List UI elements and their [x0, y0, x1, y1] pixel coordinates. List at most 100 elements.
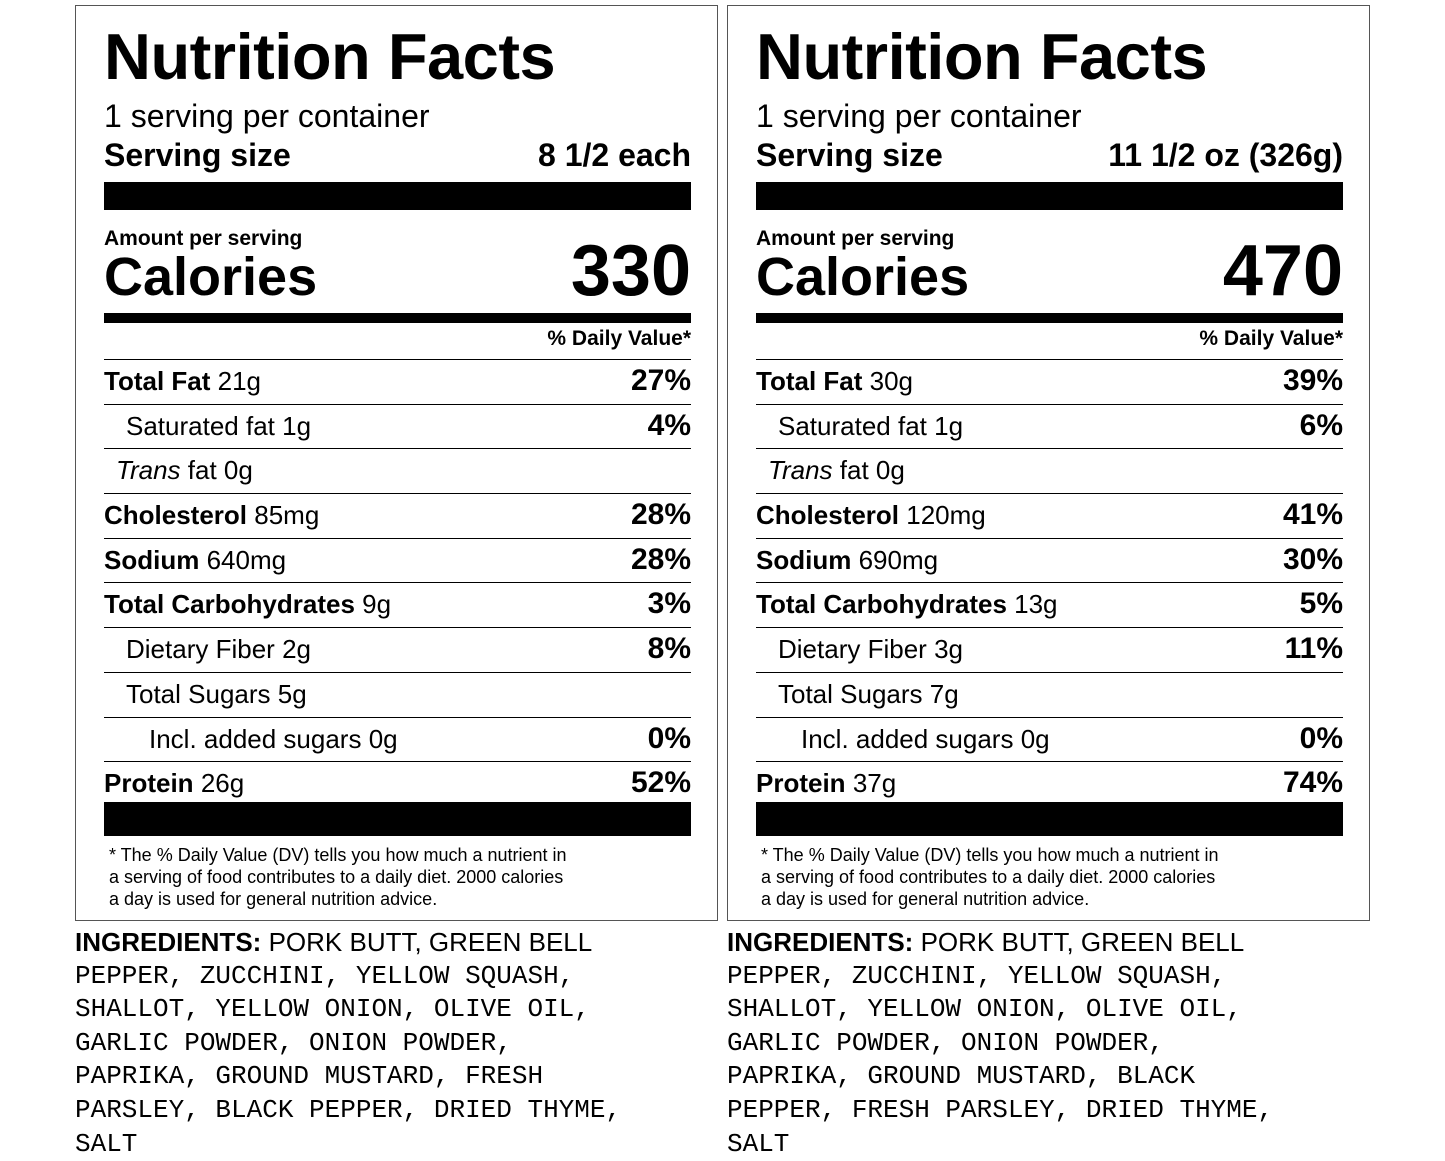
nutrient-dv: 39% — [1282, 364, 1343, 397]
nutrient-name: Total Sugars — [778, 678, 923, 709]
ingredients-line: PORK BUTT, GREEN BELL — [913, 927, 1245, 957]
serving-size-value: 8 1/2 each — [538, 137, 691, 173]
ingredients-label: INGREDIENTS: — [75, 927, 262, 957]
nutrient-dv: 52% — [630, 766, 691, 800]
nutrient-name: Protein — [756, 768, 846, 799]
nutrition-facts-label: Nutrition Facts 1 serving per container … — [75, 5, 718, 921]
nutrient-dv: 0% — [647, 721, 691, 755]
calories-label: Calories — [756, 247, 970, 307]
divider-thick — [756, 182, 1343, 210]
nutrient-row-sodium: Sodium 690mg 30% — [756, 537, 1343, 583]
ingredients-line: SALT — [75, 1128, 138, 1159]
nutrient-amount: 9g — [362, 589, 392, 620]
nutrient-dv: 30% — [1282, 542, 1343, 576]
footnote-line: a serving of food contributes to a daily… — [761, 867, 1216, 887]
nutrient-row-trans-fat: Trans fat 0g — [756, 448, 1343, 493]
nutrition-facts-label: Nutrition Facts 1 serving per container … — [727, 5, 1370, 921]
divider-medium — [104, 313, 691, 323]
divider-thick-bottom — [756, 802, 1343, 836]
ingredients-label: INGREDIENTS: — [727, 927, 914, 957]
daily-value-footnote: * The % Daily Value (DV) tells you how m… — [109, 844, 669, 910]
ingredients-line: PEPPER, FRESH PARSLEY, DRIED THYME, — [727, 1094, 1274, 1125]
nutrient-amount: 30g — [869, 366, 914, 396]
nutrient-dv: 8% — [647, 632, 691, 666]
nutrient-amount: 0g — [1020, 723, 1050, 754]
nutrient-amount: 37g — [852, 768, 897, 799]
nutrient-row-total-carbohydrates: Total Carbohydrates 9g 3% — [104, 582, 691, 627]
serving-size-row: Serving size 11 1/2 oz (326g) — [756, 139, 1343, 171]
nutrient-list: Total Fat 21g 27% Saturated fat 1g 4% Tr… — [104, 359, 691, 806]
nutrient-row-saturated-fat: Saturated fat 1g 6% — [756, 403, 1343, 449]
calories-label: Calories — [104, 247, 318, 307]
label-title: Nutrition Facts — [756, 20, 1208, 93]
ingredients-line: GARLIC POWDER, ONION POWDER, — [75, 1027, 512, 1058]
nutrient-amount: 21g — [217, 366, 262, 396]
nutrient-name: Saturated fat — [778, 410, 927, 441]
serving-size-row: Serving size 8 1/2 each — [104, 139, 691, 171]
divider-thick-bottom — [104, 802, 691, 836]
serving-size-value: 11 1/2 oz (326g) — [1108, 137, 1343, 173]
nutrient-dv: 28% — [630, 498, 691, 532]
amount-per-serving: Amount per serving — [104, 227, 303, 250]
daily-value-header: % Daily Value* — [547, 327, 691, 350]
amount-per-serving: Amount per serving — [756, 227, 955, 250]
nutrient-row-saturated-fat: Saturated fat 1g 4% — [104, 403, 691, 449]
nutrient-row-sodium: Sodium 640mg 28% — [104, 537, 691, 583]
nutrient-dv: 11% — [1284, 632, 1343, 666]
nutrition-panel-right: Nutrition Facts 1 serving per container … — [727, 5, 1370, 1159]
calories-value: 470 — [1222, 231, 1343, 311]
nutrient-row-added-sugars: Incl. added sugars 0g 0% — [104, 716, 691, 762]
ingredients-line: PORK BUTT, GREEN BELL — [261, 927, 593, 957]
servings-per-container: 1 serving per container — [104, 98, 430, 134]
ingredients-block: INGREDIENTS: PORK BUTT, GREEN BELL PEPPE… — [75, 926, 718, 1161]
nutrient-row-added-sugars: Incl. added sugars 0g 0% — [756, 716, 1343, 762]
nutrient-amount: 7g — [929, 678, 959, 709]
nutrient-name: Total Fat — [756, 366, 863, 396]
nutrient-name: Trans — [768, 455, 833, 486]
ingredients-line: SHALLOT, YELLOW ONION, OLIVE OIL, — [75, 994, 590, 1025]
nutrient-name: Saturated fat — [126, 410, 275, 441]
nutrient-row-dietary-fiber: Dietary Fiber 2g 8% — [104, 627, 691, 672]
nutrient-dv: 5% — [1299, 587, 1343, 621]
divider-medium — [756, 313, 1343, 323]
nutrient-dv: 27% — [630, 364, 691, 397]
nutrient-name: Protein — [104, 768, 194, 799]
footnote-line: a serving of food contributes to a daily… — [109, 867, 564, 887]
ingredients-line: GARLIC POWDER, ONION POWDER, — [727, 1027, 1164, 1058]
servings-per-container: 1 serving per container — [756, 98, 1082, 134]
nutrient-row-total-carbohydrates: Total Carbohydrates 13g 5% — [756, 582, 1343, 627]
ingredients-line: PARSLEY, BLACK PEPPER, DRIED THYME, — [75, 1094, 622, 1125]
nutrient-amount: 3g — [934, 634, 963, 665]
nutrient-amount: 120mg — [906, 500, 986, 531]
nutrient-dv: 3% — [647, 587, 691, 621]
ingredients-line: PEPPER, ZUCCHINI, YELLOW SQUASH, — [727, 960, 1227, 991]
label-title: Nutrition Facts — [104, 20, 556, 93]
ingredients-line: SHALLOT, YELLOW ONION, OLIVE OIL, — [727, 994, 1242, 1025]
daily-value-header: % Daily Value* — [1199, 327, 1343, 350]
nutrient-amount: 5g — [277, 678, 307, 709]
nutrient-amount: 1g — [934, 410, 964, 441]
ingredients-line: PEPPER, ZUCCHINI, YELLOW SQUASH, — [75, 960, 575, 991]
nutrient-name: Cholesterol — [104, 500, 248, 531]
nutrient-name: Incl. added sugars — [801, 723, 1014, 754]
nutrient-row-dietary-fiber: Dietary Fiber 3g 11% — [756, 627, 1343, 672]
nutrient-name: Total Carbohydrates — [104, 589, 355, 620]
nutrient-amount: 1g — [282, 410, 312, 441]
nutrient-amount: fat 0g — [187, 455, 253, 486]
ingredients-block: INGREDIENTS: PORK BUTT, GREEN BELL PEPPE… — [727, 926, 1370, 1161]
nutrient-row-protein: Protein 26g 52% — [104, 761, 691, 806]
footnote-line: * The % Daily Value (DV) tells you how m… — [761, 845, 1219, 865]
nutrient-name: Total Sugars — [126, 678, 271, 709]
nutrient-row-total-fat: Total Fat 30g 39% — [756, 359, 1343, 404]
nutrient-amount: fat 0g — [839, 455, 905, 486]
nutrient-row-cholesterol: Cholesterol 85mg 28% — [104, 493, 691, 538]
nutrient-name: Total Fat — [104, 366, 211, 396]
nutrient-name: Sodium — [756, 544, 852, 575]
daily-value-footnote: * The % Daily Value (DV) tells you how m… — [761, 844, 1321, 910]
ingredients-line: SALT — [727, 1128, 790, 1159]
nutrient-row-protein: Protein 37g 74% — [756, 761, 1343, 806]
ingredients-line: PAPRIKA, GROUND MUSTARD, FRESH — [75, 1061, 544, 1092]
ingredients-line: PAPRIKA, GROUND MUSTARD, BLACK — [727, 1061, 1196, 1092]
nutrient-dv: 4% — [647, 408, 691, 442]
serving-size-label: Serving size — [756, 137, 943, 173]
